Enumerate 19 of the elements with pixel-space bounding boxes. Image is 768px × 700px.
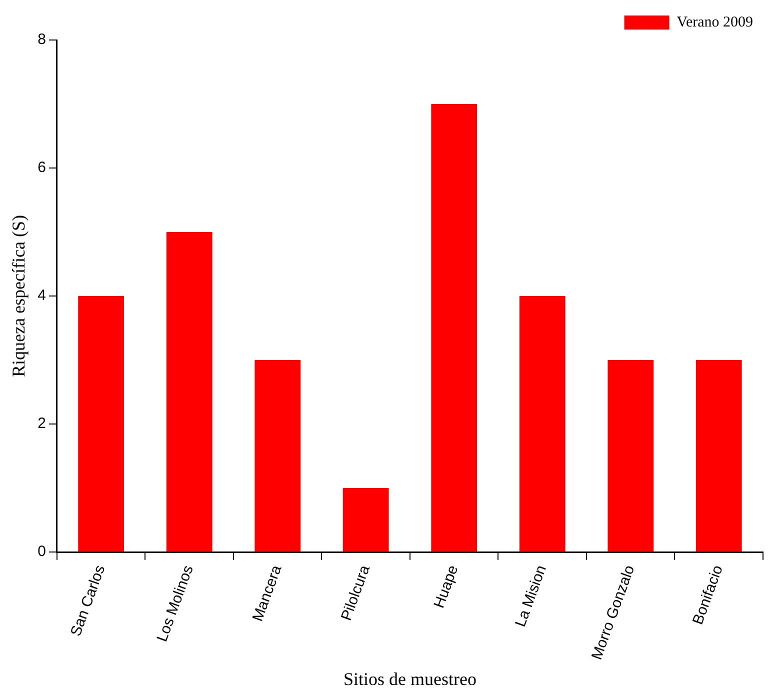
bar [519,296,566,552]
y-tick-label: 6 [38,159,46,176]
bar [254,360,301,552]
y-tick-label: 0 [38,543,46,560]
y-axis-title: Riqueza específica (S) [8,215,29,377]
bar [608,360,654,552]
bar [78,296,124,552]
bar [431,104,478,552]
x-tick-label: San Carlos [67,563,109,639]
y-tick-label: 2 [38,415,46,432]
legend-label: Verano 2009 [676,14,754,30]
x-tick-label: La Mision [512,563,550,630]
x-axis-title: Sitios de muestreo [343,668,476,689]
bar [342,488,389,552]
y-tick-label: 8 [38,31,46,48]
y-tick-label: 4 [38,287,46,304]
bar [696,360,742,552]
x-tick-label: Huape [430,563,462,610]
bar [166,232,212,552]
